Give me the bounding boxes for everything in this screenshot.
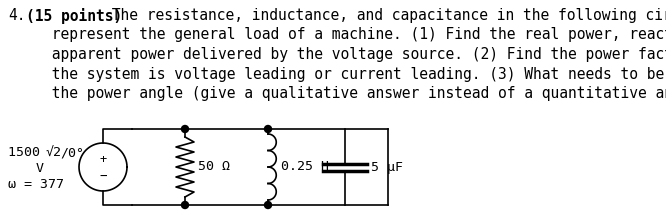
Text: √2: √2	[46, 146, 62, 159]
Text: The resistance, inductance, and capacitance in the following circuit: The resistance, inductance, and capacita…	[103, 8, 666, 23]
Text: 0.25 H: 0.25 H	[281, 161, 329, 174]
Circle shape	[264, 125, 272, 133]
Text: 5 μF: 5 μF	[371, 161, 403, 174]
Text: ω = 377: ω = 377	[8, 179, 64, 191]
Text: represent the general load of a machine. (1) Find the real power, reactive power: represent the general load of a machine.…	[8, 28, 666, 43]
Text: 1500: 1500	[8, 146, 48, 159]
Text: 50 Ω: 50 Ω	[198, 161, 230, 174]
Text: 4.: 4.	[8, 8, 25, 23]
Text: the system is voltage leading or current leading. (3) What needs to be done to r: the system is voltage leading or current…	[8, 66, 666, 82]
Text: −: −	[99, 169, 107, 182]
Circle shape	[264, 202, 272, 209]
Text: +: +	[99, 153, 107, 166]
Text: apparent power delivered by the voltage source. (2) Find the power factor and st: apparent power delivered by the voltage …	[8, 47, 666, 62]
Text: (15 points): (15 points)	[26, 8, 123, 24]
Circle shape	[182, 202, 188, 209]
Text: the power angle (give a qualitative answer instead of a quantitative answer)?: the power angle (give a qualitative answ…	[8, 86, 666, 101]
Text: V: V	[36, 163, 44, 176]
Circle shape	[182, 125, 188, 133]
Text: /0°: /0°	[60, 146, 84, 159]
